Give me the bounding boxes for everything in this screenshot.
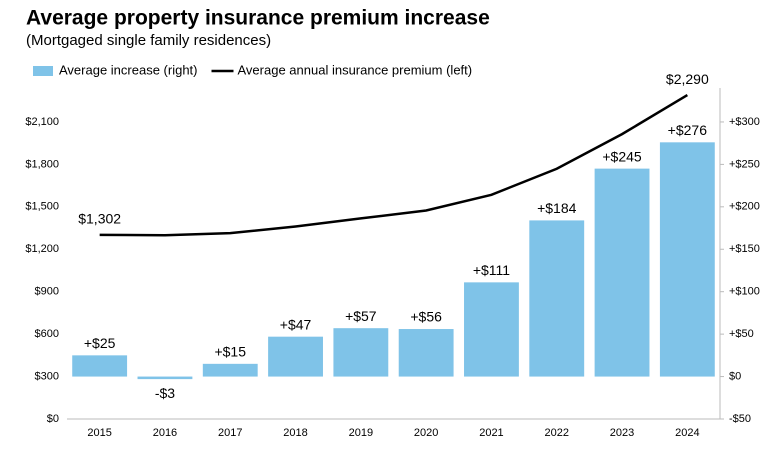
x-tick-label: 2016 (153, 427, 177, 439)
bar-value-label: -$3 (155, 385, 175, 401)
y2-tick-label: +$250 (729, 158, 760, 170)
x-tick-label: 2023 (610, 427, 634, 439)
bar (464, 282, 519, 377)
x-tick-label: 2017 (218, 427, 242, 439)
bar (659, 142, 715, 377)
bar (398, 329, 454, 377)
bar (594, 168, 650, 377)
bar (202, 363, 258, 377)
bar-value-label: +$25 (84, 335, 116, 351)
line-value-label: $1,302 (78, 211, 121, 227)
y2-tick-label: +$150 (729, 243, 760, 255)
bar (72, 355, 128, 377)
bar-value-label: +$111 (473, 262, 510, 278)
chart-subtitle: (Mortgaged single family residences) (26, 32, 271, 49)
line (99, 93, 688, 237)
y2-tick-label: +$200 (729, 201, 760, 213)
x-tick-label: 2022 (545, 427, 569, 439)
legend-label: Average annual insurance premium (left) (238, 62, 473, 77)
x-tick-label: 2019 (349, 427, 373, 439)
bar-value-label: +$15 (214, 344, 246, 360)
bar-value-label: +$57 (345, 308, 377, 324)
x-tick-label: 2015 (87, 427, 111, 439)
y-tick-label: $0 (47, 413, 59, 425)
y-tick-label: $1,800 (25, 158, 59, 170)
legend-label: Average increase (right) (59, 62, 198, 77)
y2-tick-label: +$100 (729, 286, 760, 298)
bar (268, 336, 323, 377)
y-tick-label: $1,200 (25, 243, 59, 255)
bar-value-label: +$184 (537, 200, 577, 216)
bar-value-label: +$276 (668, 122, 708, 138)
bar-value-label: +$47 (280, 316, 312, 332)
y2-tick-label: $0 (729, 370, 741, 382)
x-tick-label: 2020 (414, 427, 438, 439)
bar (333, 328, 389, 377)
legend-swatch (33, 66, 53, 76)
bar (137, 376, 193, 380)
y-tick-label: $300 (35, 370, 59, 382)
bar (529, 220, 585, 377)
x-tick-label: 2021 (479, 427, 503, 439)
x-tick-label: 2024 (675, 427, 699, 439)
y2-tick-label: +$300 (729, 116, 760, 128)
y2-tick-label: -$50 (729, 413, 751, 425)
bar-value-label: +$245 (602, 148, 642, 164)
y-tick-label: $600 (35, 328, 59, 340)
line-value-label: $2,290 (666, 71, 709, 87)
y2-tick-label: +$50 (729, 328, 754, 340)
bar-value-label: +$56 (410, 309, 442, 325)
y-tick-label: $2,100 (25, 116, 59, 128)
y-tick-label: $900 (35, 286, 59, 298)
chart-title: Average property insurance premium incre… (26, 7, 490, 30)
y-tick-label: $1,500 (25, 201, 59, 213)
x-tick-label: 2018 (283, 427, 307, 439)
